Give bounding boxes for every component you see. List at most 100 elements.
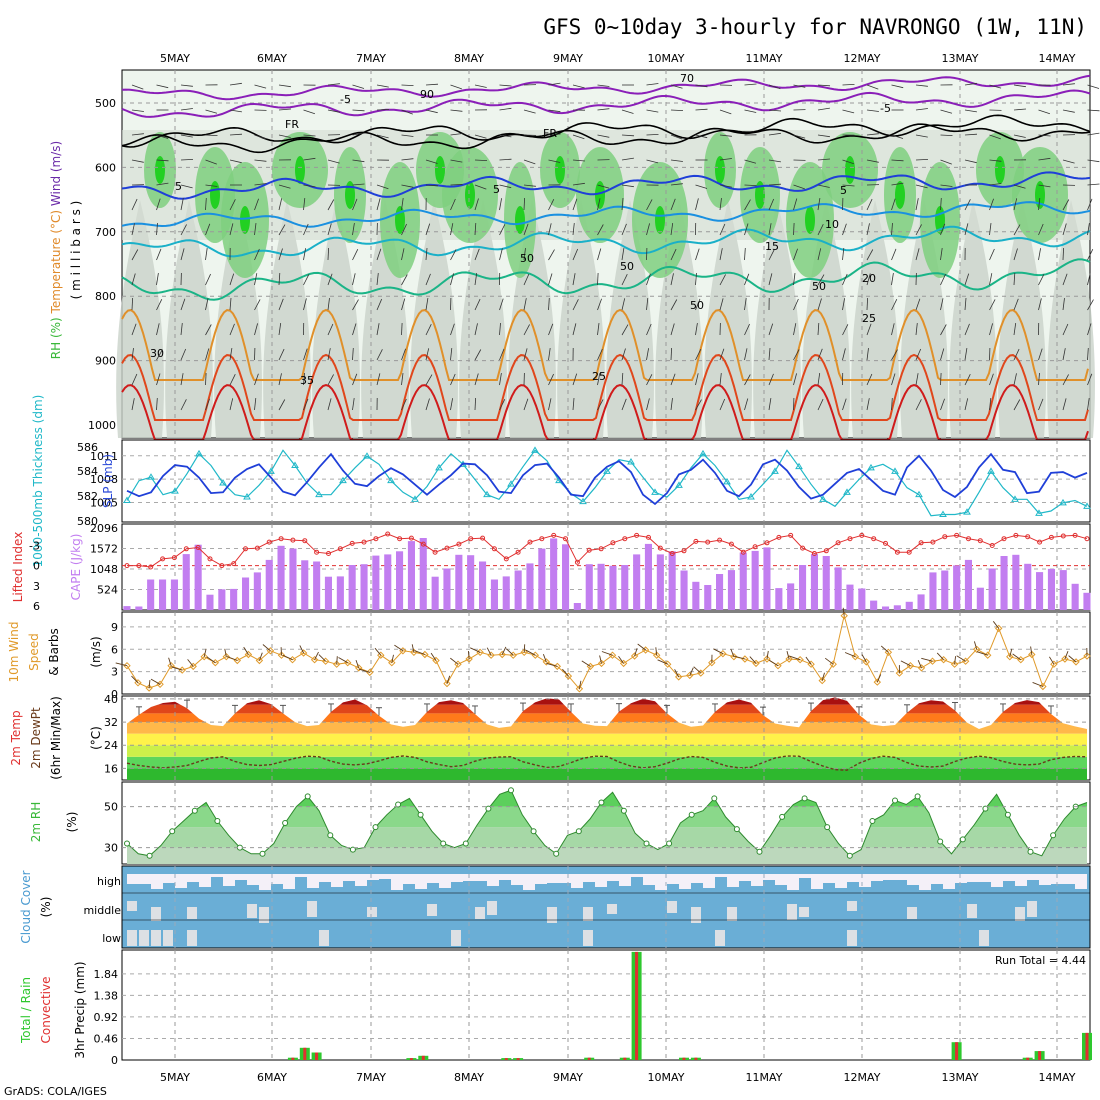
wind-barb (621, 274, 628, 286)
wind-barb (842, 398, 847, 411)
wind-barb (621, 398, 627, 411)
wind-barb (499, 107, 512, 111)
wind-speed-point (686, 671, 694, 680)
wind-barb (842, 298, 845, 311)
wind-barb (523, 348, 528, 361)
wind-speed-point (189, 662, 197, 671)
cape-bar (514, 570, 522, 610)
wind-barb (1013, 184, 1026, 189)
rh-saturated-core (595, 181, 605, 209)
wind-barb (523, 324, 530, 336)
wind-barb (695, 134, 708, 139)
day-label-top: 5MAY (160, 52, 190, 65)
cape-bar (834, 567, 842, 610)
wind-barb (621, 324, 629, 336)
lifted-index-point (942, 534, 948, 540)
wind10-barb (523, 644, 526, 653)
wind-barb (474, 349, 482, 361)
cloud-low-block (979, 930, 989, 946)
lifted-index-point (1060, 533, 1066, 539)
cloud-high-block (271, 874, 283, 884)
cloud-high-block (643, 874, 655, 885)
wind-barb (768, 323, 774, 336)
wind-barb (376, 373, 381, 386)
wind-barb (401, 158, 414, 161)
cape-bar (799, 565, 807, 610)
wind-speed-point (299, 649, 308, 657)
wind-barb (205, 184, 218, 187)
wind-barb (670, 323, 675, 336)
cape-tick: 1048 (90, 563, 118, 576)
wind-barb (327, 298, 330, 311)
wind-speed-point (652, 651, 661, 659)
wind-barb (523, 248, 526, 261)
wind-barb (278, 134, 291, 138)
wind-barb (1038, 298, 1042, 311)
wind-barb (817, 274, 825, 286)
wind-barb (989, 159, 1002, 162)
day-label-top: 14MAY (1039, 52, 1076, 65)
wind-barb (670, 347, 672, 361)
wind-barb (842, 348, 846, 361)
upper-air-panel: 500 600 700 800 900 1000 -5 -5 FR FR 5 5 5 10 15 20 25 30… (49, 69, 1100, 441)
lifted-index-point (373, 536, 379, 542)
wind-barb (768, 132, 781, 136)
wind-barb (205, 197, 207, 211)
wind-barb (940, 134, 953, 136)
wind-barb (131, 109, 144, 112)
wind-barb (327, 159, 340, 164)
wind-barb (180, 159, 194, 161)
rh-shade-grey (851, 200, 899, 438)
slp-frame (121, 439, 1091, 523)
wind10-barb (900, 660, 911, 667)
wind-barb (744, 199, 751, 211)
cloud-high-block (139, 874, 151, 884)
wind-barb (327, 273, 333, 286)
contour-label: 30 (150, 347, 164, 360)
wind10-barb (171, 666, 183, 671)
cloud-high-block (547, 874, 559, 883)
cape-bar (905, 601, 913, 610)
cape-bar (656, 554, 664, 610)
wind-barb (768, 109, 782, 112)
cloud-high-block (355, 874, 367, 886)
cloud-high-block (811, 874, 823, 889)
cape-bar (810, 554, 818, 610)
precip-convective-bar (1085, 1032, 1089, 1060)
wind-barb (1038, 134, 1051, 137)
wind-barb (817, 134, 830, 138)
wind-barb (401, 298, 406, 311)
lifted-index-point (764, 540, 770, 546)
thickness-point (891, 467, 899, 474)
rh-shade-grey (753, 200, 801, 438)
wind-barb (1013, 373, 1017, 386)
wind-barb (744, 184, 757, 186)
lifted-index-point (1072, 532, 1078, 538)
precip-convective-bar (409, 1058, 413, 1060)
wind10-barb (115, 662, 128, 667)
contour-label: 15 (765, 240, 779, 253)
rh-point (937, 838, 944, 845)
rh-shade-grey (998, 200, 1046, 438)
cloud-high-block (943, 874, 955, 889)
wind-barb (229, 374, 236, 386)
li-tick: 0 (33, 560, 40, 573)
wind-barb (621, 372, 624, 386)
cloud-high-block (775, 874, 787, 885)
wind-barb (254, 134, 266, 140)
cloud-middle-block (967, 904, 977, 918)
wind-barb (523, 197, 525, 211)
wind10-barb (1030, 646, 1033, 655)
wind-tick: 9 (111, 621, 118, 634)
wind-barb (254, 223, 257, 236)
wind-barb (327, 374, 334, 386)
wind-speed-point (575, 685, 584, 693)
cloud-high-block (1027, 874, 1039, 880)
cape-bar (1083, 592, 1091, 610)
wind-speed-point (597, 659, 606, 668)
thickness-point (963, 508, 971, 515)
wind-barb (450, 323, 455, 336)
cape-bar (988, 568, 996, 610)
day-label-top: 9MAY (553, 52, 583, 65)
wind-barb (1013, 224, 1021, 236)
